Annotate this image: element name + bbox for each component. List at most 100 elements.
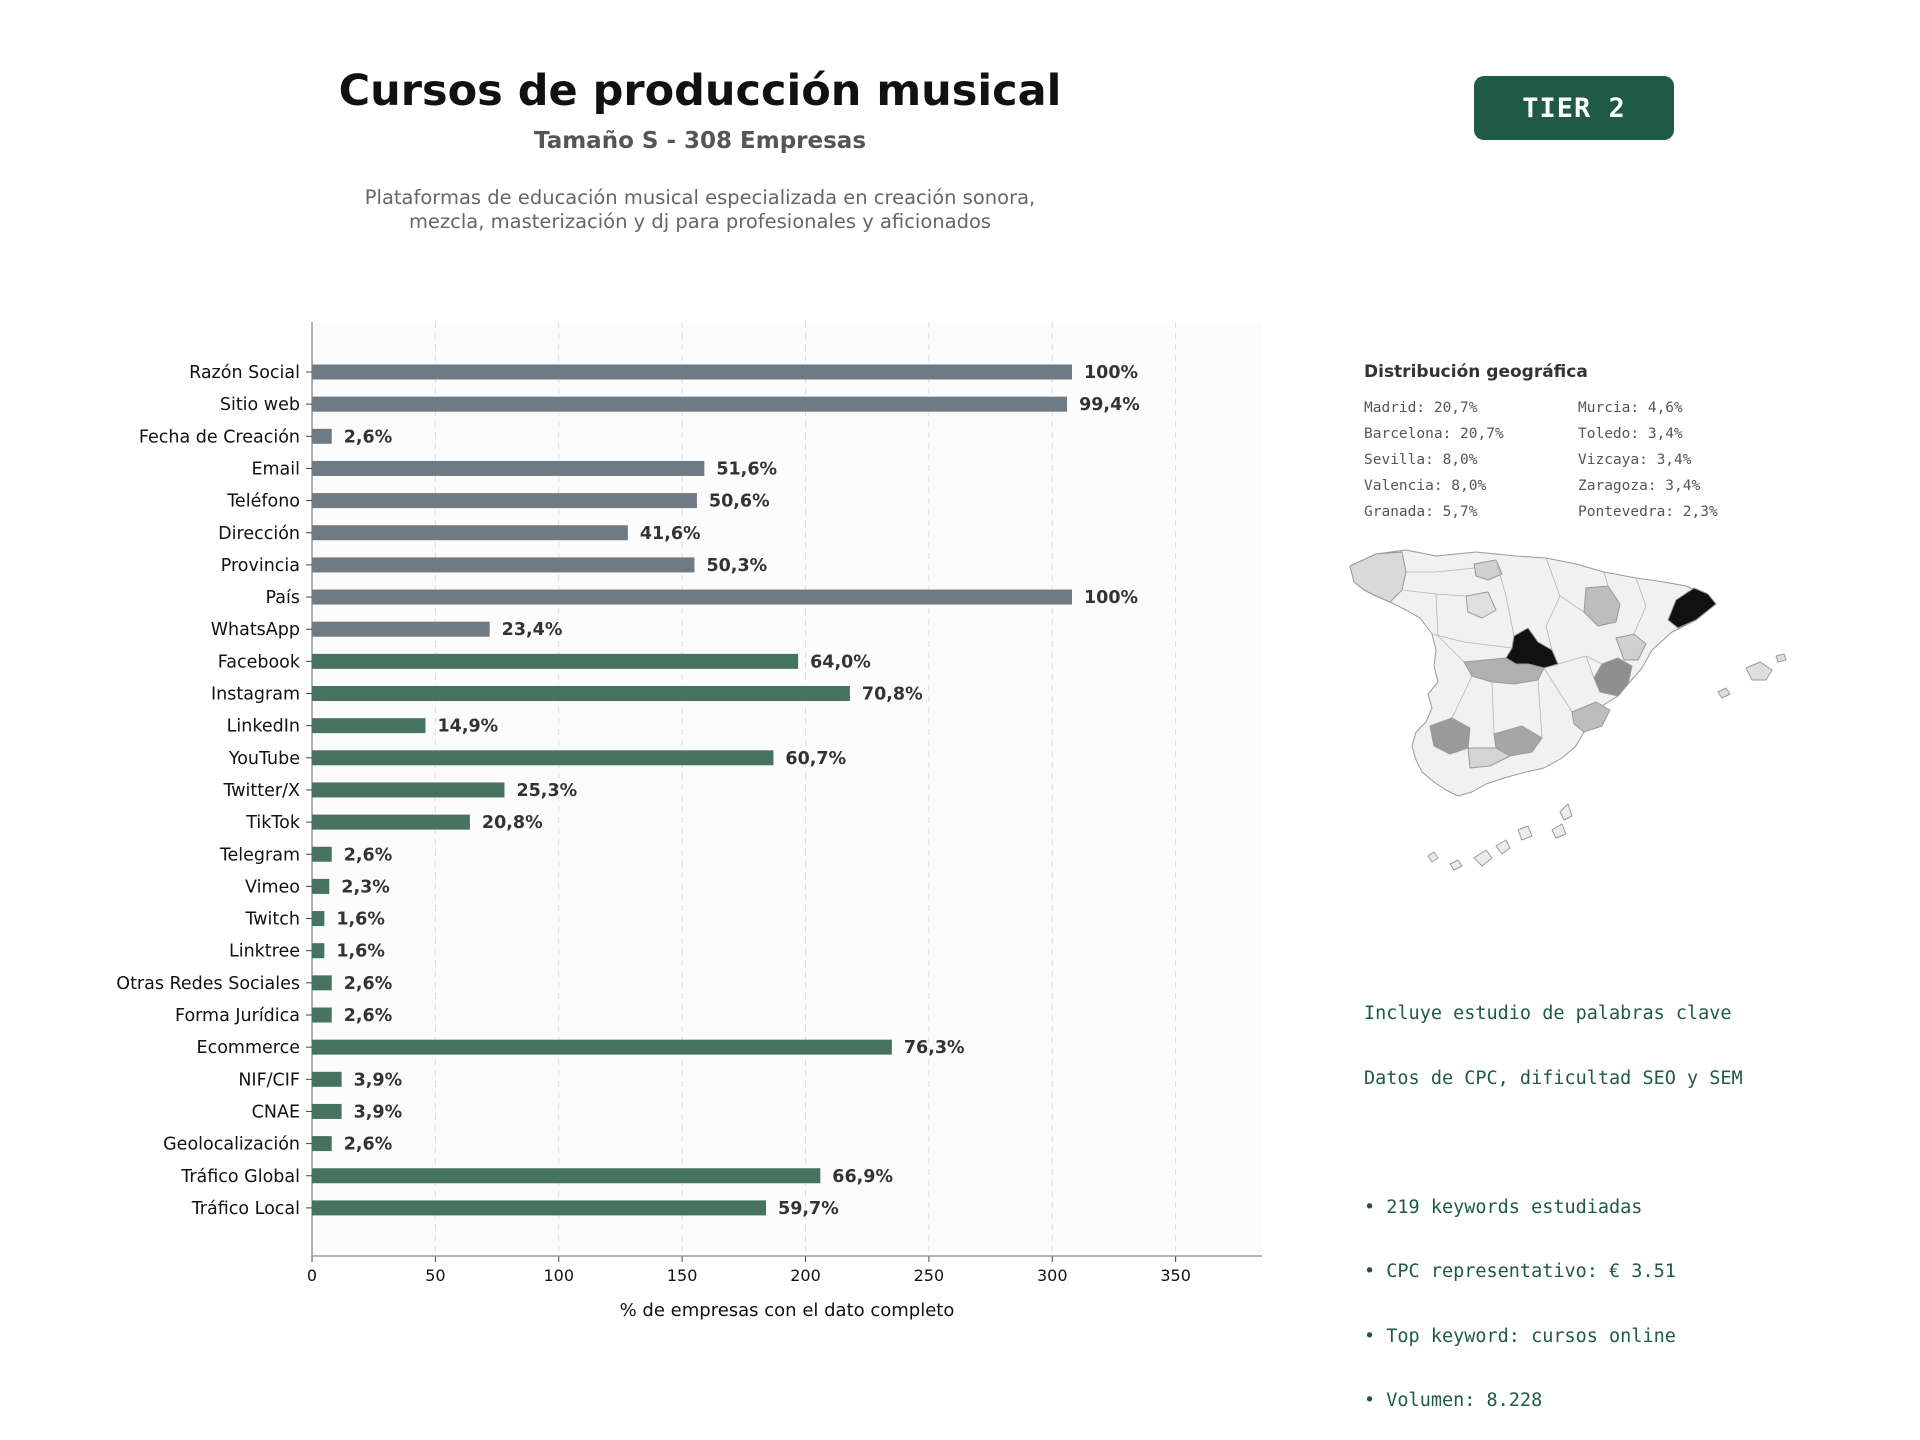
y-tick-label: Ecommerce	[197, 1038, 300, 1058]
bar	[312, 1103, 342, 1119]
region-toledo	[1463, 657, 1545, 685]
region-canarias	[1427, 803, 1573, 871]
bar	[312, 782, 505, 798]
keywords-line-1: Incluye estudio de palabras clave	[1364, 1003, 1732, 1024]
data-label: 100%	[1084, 363, 1138, 383]
data-label: 25,3%	[516, 781, 577, 801]
data-label: 41,6%	[640, 524, 701, 544]
x-axis-label: % de empresas con el dato completo	[620, 1300, 955, 1321]
region-baleares	[1717, 653, 1787, 699]
y-tick-label: TikTok	[245, 813, 301, 833]
data-label: 2,6%	[344, 1135, 393, 1155]
y-tick-label: Geolocalización	[163, 1135, 300, 1155]
geo-item: Toledo: 3,4%	[1578, 426, 1683, 442]
y-tick-label: Forma Jurídica	[175, 1006, 300, 1026]
y-tick-label: País	[266, 588, 300, 608]
region-murcia	[1571, 701, 1611, 733]
y-tick-label: Instagram	[211, 685, 300, 705]
bar	[312, 1136, 332, 1152]
bar	[312, 1200, 767, 1216]
data-label: 51,6%	[716, 459, 777, 479]
bar	[312, 718, 426, 734]
x-tick-label: 150	[667, 1266, 698, 1285]
keywords-bullet-3: • Top keyword: cursos online	[1364, 1325, 1676, 1347]
data-label: 59,7%	[778, 1199, 839, 1219]
geo-item: Barcelona: 20,7%	[1364, 426, 1504, 442]
data-label: 64,0%	[810, 652, 871, 672]
data-label: 14,9%	[438, 717, 499, 737]
geo-item: Vizcaya: 3,4%	[1578, 452, 1692, 468]
bar	[312, 846, 332, 862]
geo-item: Valencia: 8,0%	[1364, 478, 1487, 494]
description-line-2: mezcla, masterización y dj para profesio…	[408, 210, 992, 233]
data-label: 3,9%	[354, 1070, 403, 1090]
data-label: 100%	[1084, 588, 1138, 608]
y-tick-label: Dirección	[218, 524, 300, 544]
data-label: 99,4%	[1079, 395, 1140, 415]
region-burgos	[1465, 591, 1497, 619]
chart-subtitle: Tamaño S - 308 Empresas	[533, 128, 867, 154]
region-valencia	[1593, 657, 1633, 697]
bar	[312, 653, 799, 669]
bar	[312, 1007, 332, 1023]
description-line-1: Plataformas de educación musical especia…	[364, 186, 1036, 209]
data-label: 50,3%	[706, 556, 767, 576]
keywords-box: Incluye estudio de palabras clave Datos …	[1364, 960, 1743, 1433]
data-label: 23,4%	[502, 620, 563, 640]
y-tick-label: Razón Social	[189, 363, 300, 383]
y-tick-label: Facebook	[218, 652, 301, 672]
bar	[312, 621, 490, 637]
data-label: 76,3%	[904, 1038, 965, 1058]
geo-item: Madrid: 20,7%	[1364, 400, 1478, 416]
spain-map	[1349, 549, 1787, 871]
bar	[312, 1071, 342, 1087]
y-tick-label: Email	[251, 459, 300, 479]
geo-item: Granada: 5,7%	[1364, 504, 1478, 520]
y-tick-label: Telegram	[219, 845, 300, 865]
y-tick-label: Twitch	[244, 910, 300, 930]
data-label: 1,6%	[336, 942, 385, 962]
x-tick-label: 100	[543, 1266, 574, 1285]
x-tick-label: 200	[790, 1266, 821, 1285]
description: Plataformas de educación musical especia…	[0, 186, 1400, 234]
bar	[312, 589, 1072, 605]
data-label: 1,6%	[336, 910, 385, 930]
geo-item: Pontevedra: 2,3%	[1578, 504, 1718, 520]
bar	[312, 525, 628, 541]
y-tick-label: LinkedIn	[227, 717, 300, 737]
keywords-bullet-4: • Volumen: 8.228	[1364, 1390, 1543, 1411]
bar	[312, 396, 1068, 412]
x-tick-label: 50	[425, 1266, 445, 1285]
keywords-spacer	[1364, 1132, 1743, 1154]
x-tick-label: 250	[914, 1266, 945, 1285]
region-castellon	[1615, 633, 1647, 661]
data-label: 2,6%	[344, 427, 393, 447]
y-tick-label: Tráfico Local	[191, 1199, 300, 1219]
x-tick-label: 350	[1160, 1266, 1191, 1285]
data-label: 50,6%	[709, 492, 770, 512]
bar	[312, 428, 332, 444]
data-label: 70,8%	[862, 685, 923, 705]
bar	[312, 975, 332, 991]
geo-item: Zaragoza: 3,4%	[1578, 478, 1701, 494]
bar	[312, 911, 325, 927]
bar	[312, 686, 850, 701]
data-label: 20,8%	[482, 813, 543, 833]
geo-item: Sevilla: 8,0%	[1364, 452, 1478, 468]
y-tick-label: NIF/CIF	[238, 1070, 300, 1090]
y-tick-label: CNAE	[252, 1102, 300, 1122]
data-label: 66,9%	[832, 1167, 893, 1187]
y-tick-label: YouTube	[228, 749, 300, 769]
geo-item: Murcia: 4,6%	[1578, 400, 1683, 416]
y-tick-label: Tráfico Global	[180, 1167, 300, 1187]
y-tick-label: WhatsApp	[211, 620, 300, 640]
chart-title: Cursos de producción musical	[338, 66, 1062, 116]
bar	[312, 1039, 892, 1055]
data-label: 60,7%	[785, 749, 846, 769]
region-malaga	[1467, 747, 1511, 769]
keywords-bullet-2: • CPC representativo: € 3.51	[1364, 1261, 1676, 1282]
geo-distribution: Distribución geográfica Madrid: 20,7% Ba…	[1364, 362, 1718, 520]
keywords-line-2: Datos de CPC, dificultad SEO y SEM	[1364, 1067, 1743, 1089]
bar	[312, 878, 330, 894]
x-tick-label: 0	[307, 1266, 317, 1285]
